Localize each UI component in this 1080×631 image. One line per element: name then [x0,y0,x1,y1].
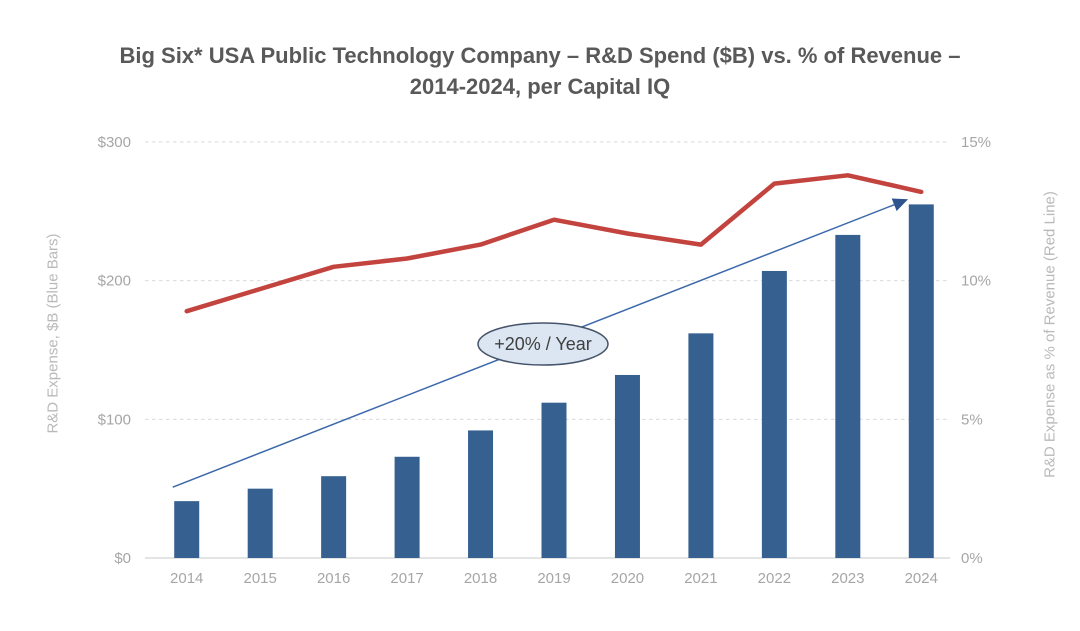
bar-series [174,204,934,558]
left-axis-tick-0: $0 [114,550,131,567]
bar-2023 [835,234,861,558]
chart-title-line-2: 2014-2024, per Capital IQ [409,74,671,99]
left-axis-tick-1: $100 [98,411,131,428]
bar-2018 [468,430,494,558]
bar-2022 [761,270,787,558]
bar-2017 [394,456,420,558]
bar-2014 [174,501,200,558]
right-axis-tick-3: 15% [961,134,991,151]
x-axis-label-2014: 2014 [170,570,203,587]
bar-2019 [541,402,567,558]
bar-2015 [247,488,273,558]
right-axis-tick-1: 5% [961,411,983,428]
right-axis-tick-0: 0% [961,550,983,567]
bar-2021 [688,333,714,558]
x-axis-label-2019: 2019 [537,570,570,587]
growth-annotation: +20% / Year [477,322,609,366]
x-axis-label-2024: 2024 [905,570,938,587]
bar-2016 [321,476,347,558]
left-axis-tick-3: $300 [98,134,131,151]
x-axis-label-2016: 2016 [317,570,350,587]
x-axis-label-2020: 2020 [611,570,644,587]
left-axis-tick-2: $200 [98,273,131,290]
x-axis-label-2022: 2022 [758,570,791,587]
right-axis-tick-2: 10% [961,273,991,290]
bar-2024 [908,204,934,558]
chart-title: Big Six* USA Public Technology Company –… [0,40,1080,102]
chart-title-line-1: Big Six* USA Public Technology Company –… [119,43,961,68]
annotation-label: +20% / Year [494,334,592,354]
x-axis-label-2023: 2023 [831,570,864,587]
x-axis-label-2021: 2021 [684,570,717,587]
annotation-ellipse [477,322,609,366]
x-axis-label-2015: 2015 [243,570,276,587]
x-axis-label-2018: 2018 [464,570,497,587]
x-axis-label-2017: 2017 [390,570,423,587]
revenue-percent-line [184,173,924,314]
bar-2020 [614,374,640,558]
